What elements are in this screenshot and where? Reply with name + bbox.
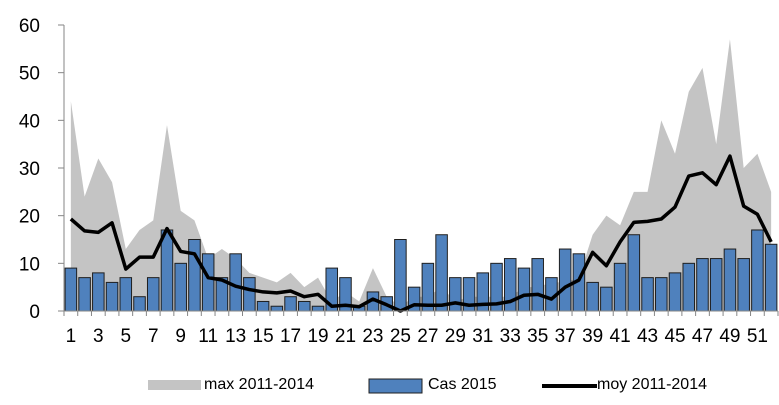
bar-week-2 [78, 277, 91, 312]
x-tick-label: 15 [253, 326, 274, 347]
bar-week-13 [229, 253, 242, 312]
x-tick-label: 35 [527, 326, 548, 347]
bar-week-42 [627, 234, 641, 312]
bar-week-5 [119, 277, 133, 312]
bar-week-41 [613, 262, 627, 312]
legend-label-cas: Cas 2015 [428, 376, 497, 393]
legend-swatch-max [148, 380, 201, 390]
x-tick-label: 9 [175, 326, 186, 347]
legend: max 2011-2014 Cas 2015 moy 2011-2014 [148, 376, 707, 394]
bar-week-15 [256, 300, 270, 312]
x-tick-label: 49 [719, 326, 740, 347]
x-tick-label: 3 [93, 326, 104, 347]
y-tick-label: 10 [19, 254, 40, 275]
bar-week-40 [600, 286, 613, 312]
x-tick-label: 13 [225, 326, 246, 347]
x-tick-label: 33 [500, 326, 521, 347]
bar-week-16 [270, 305, 284, 312]
x-tick-label: 45 [664, 326, 685, 347]
bar-week-51 [751, 229, 764, 312]
y-tick-label: 0 [29, 302, 40, 323]
bar-week-47 [696, 258, 709, 312]
bar-week-35 [531, 258, 544, 312]
bar-week-29 [449, 277, 462, 312]
bar-week-19 [311, 305, 325, 312]
bar-week-9 [174, 262, 187, 312]
bar-week-34 [517, 267, 531, 312]
x-axis: 1 3 5 7 9 11 13 15 17 19 21 23 25 27 29 31 33 35 37 39 41 43 4… [63, 310, 779, 347]
bar-week-4 [105, 281, 119, 312]
x-tick-label: 5 [120, 326, 131, 347]
bar-week-10 [188, 239, 201, 312]
x-tick-label: 11 [198, 326, 218, 347]
line-moy-2011-2014 [69, 154, 773, 313]
x-tick-label: 27 [417, 326, 438, 347]
bar-week-7 [146, 277, 160, 312]
bar-week-45 [668, 272, 682, 312]
x-tick-label: 41 [610, 326, 631, 347]
bar-week-3 [92, 272, 105, 312]
area-max-2011-2014 [70, 39, 772, 312]
bar-week-6 [133, 296, 146, 312]
bar-week-14 [243, 277, 256, 312]
bar-week-43 [641, 277, 654, 312]
y-tick-label: 50 [19, 64, 40, 85]
x-tick-label: 25 [390, 326, 411, 347]
y-tick-label: 30 [19, 159, 40, 180]
x-tick-label: 17 [280, 326, 301, 347]
plot-area [64, 39, 778, 313]
x-tick-label: 7 [148, 326, 159, 347]
bar-week-37 [558, 248, 572, 312]
y-tick-label: 40 [19, 111, 40, 132]
legend-swatch-cas [368, 378, 423, 394]
x-tick-label: 23 [362, 326, 383, 347]
bar-week-48 [709, 258, 723, 312]
x-tick-label: 19 [307, 326, 328, 347]
y-axis: 0 10 20 30 40 50 60 [19, 16, 65, 323]
x-tick-label: 39 [582, 326, 603, 347]
bar-week-11 [201, 253, 215, 312]
bar-week-1 [64, 267, 78, 312]
x-tick-label: 31 [472, 326, 493, 347]
bar-week-18 [298, 300, 311, 312]
x-tick-label: 29 [445, 326, 466, 347]
bar-week-39 [586, 281, 599, 312]
bar-week-52 [764, 243, 778, 312]
x-tick-label: 37 [555, 326, 576, 347]
legend-label-moy: moy 2011-2014 [597, 376, 707, 393]
bar-week-49 [723, 248, 737, 312]
x-tick-label: 1 [66, 326, 77, 347]
y-tick-label: 20 [19, 207, 40, 228]
x-tick-label: 51 [747, 326, 768, 347]
x-tick-label: 21 [335, 326, 356, 347]
bar-week-25 [394, 239, 407, 312]
bar-week-28 [435, 234, 448, 312]
bar-week-50 [737, 258, 750, 312]
x-tick-label: 47 [692, 326, 713, 347]
bar-week-46 [682, 262, 696, 312]
x-tick-label: 43 [637, 326, 658, 347]
bar-week-44 [655, 277, 668, 312]
bar-week-8 [160, 229, 174, 312]
legend-label-max: max 2011-2014 [204, 376, 314, 393]
y-tick-label: 60 [19, 16, 40, 37]
bar-week-17 [284, 296, 297, 312]
